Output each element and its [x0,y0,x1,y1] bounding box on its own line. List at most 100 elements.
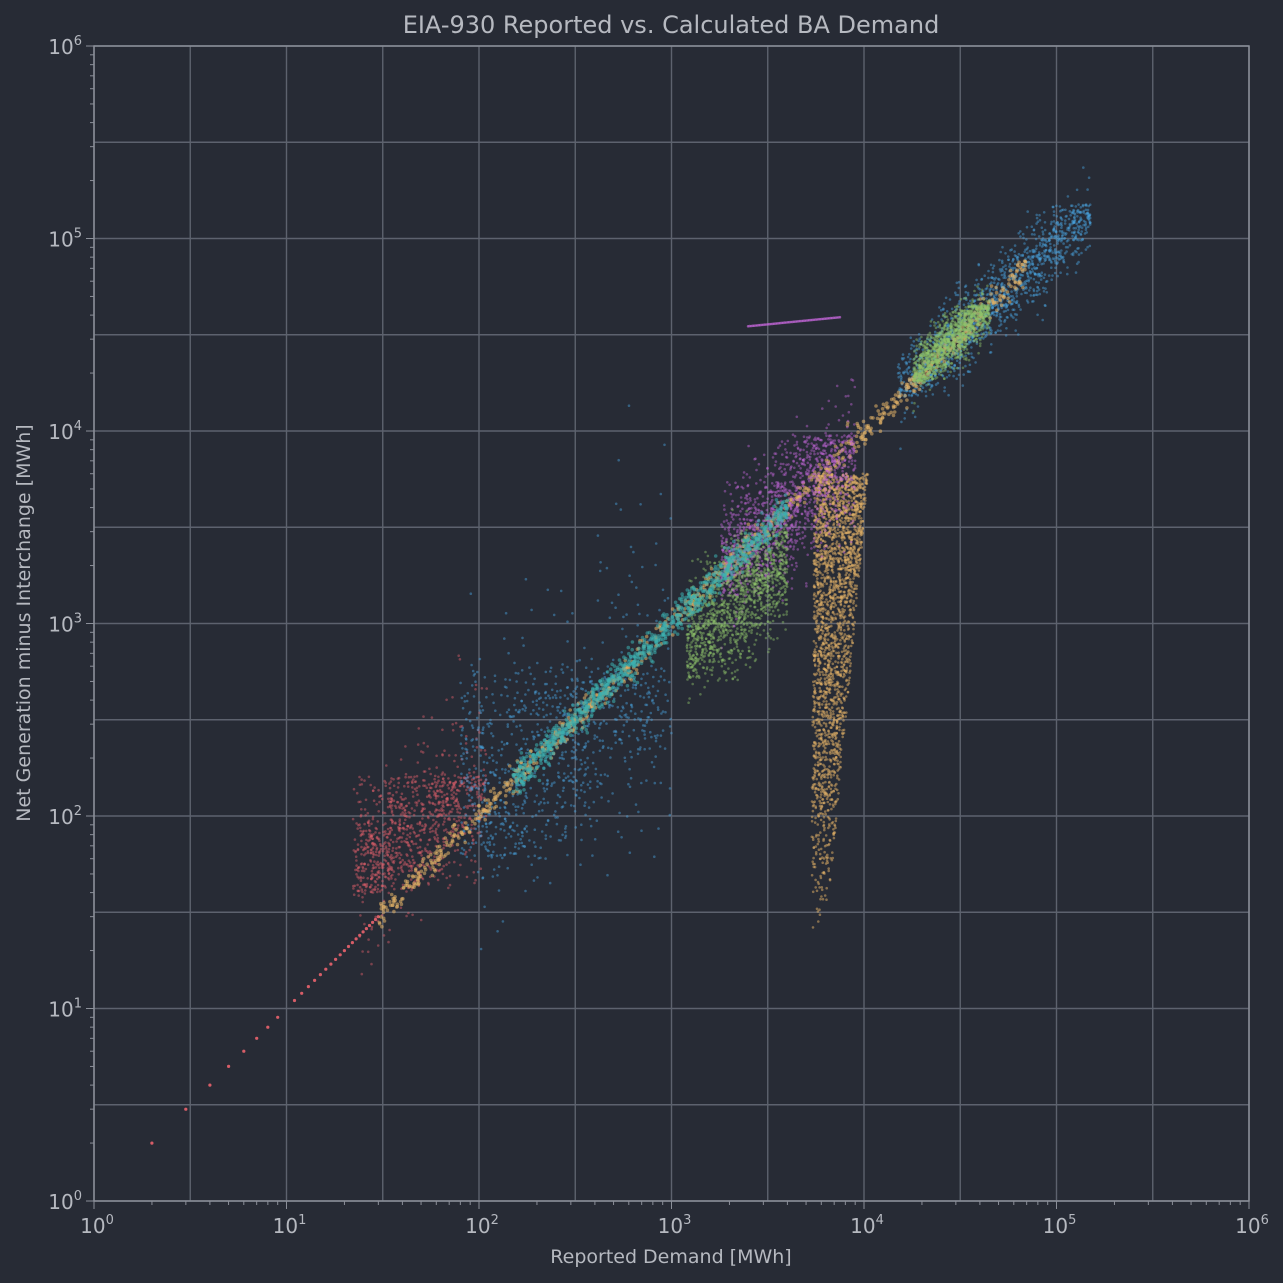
point-red-cluster [412,778,415,781]
point-red-cluster [390,868,394,872]
point-red-diagonal [376,915,380,919]
point-blue-cluster [566,853,569,857]
point-red-cluster [468,817,471,821]
point-blue-cluster [543,682,547,686]
point-red-cluster [416,864,420,867]
point-orange-vertical-band [838,751,842,754]
point-blue-cluster [1056,256,1060,260]
point-red-cluster [370,874,373,877]
point-orange-vertical-band [836,776,839,780]
point-blue-cluster [1037,251,1041,254]
point-red-cluster [410,840,413,843]
point-blue-cluster [1073,213,1077,216]
point-blue-cluster [591,761,595,765]
point-red-cluster [369,877,373,881]
point-blue-cluster [1052,220,1056,223]
point-orange-diagonal [502,785,506,789]
point-blue-cluster [580,838,583,842]
point-orange-vertical-band [830,706,834,709]
point-red-cluster [359,834,363,837]
point-red-cluster [444,800,448,804]
point-blue-cluster [463,700,467,703]
point-blue-cluster [1033,272,1037,276]
point-blue-cluster [620,716,623,719]
point-blue-cluster [517,710,521,714]
point-red-cluster [445,792,449,796]
point-blue-cluster [1008,265,1011,268]
point-blue-cluster [562,757,565,761]
point-red-cluster [354,868,357,872]
point-blue-cluster [1044,258,1048,262]
point-blue-cluster [910,401,914,405]
point-blue-cluster [1057,238,1061,242]
point-orange-diagonal [379,915,383,919]
point-blue-cluster [1032,250,1036,254]
point-orange-vertical-band [842,655,845,658]
point-red-cluster [475,737,478,740]
point-blue-cluster [1081,204,1085,208]
point-red-cluster [398,835,402,839]
point-red-cluster [404,804,408,808]
point-blue-cluster [494,832,498,836]
point-orange-diagonal [878,417,883,422]
point-blue-cluster [581,681,584,684]
point-blue-cluster [643,724,647,727]
point-blue-cluster [643,737,647,740]
point-red-cluster [391,793,395,797]
point-blue-cluster [642,696,646,699]
point-blue-cluster [467,799,471,802]
point-red-cluster [402,821,406,825]
point-red-cluster [450,793,454,797]
point-blue-cluster [509,715,512,719]
point-red-cluster [457,819,461,822]
point-blue-cluster [537,734,541,737]
point-blue-cluster [987,276,990,280]
point-blue-cluster [916,393,920,397]
point-red-cluster [396,800,399,804]
point-red-cluster [399,853,403,857]
point-orange-diagonal [855,440,859,445]
point-blue-cluster [466,785,469,788]
point-red-cluster [423,831,426,834]
point-blue-cluster [654,563,657,567]
point-blue-cluster [636,635,639,638]
point-blue-cluster [459,742,463,745]
point-red-cluster [381,884,385,888]
point-blue-cluster [645,703,649,707]
point-blue-cluster [973,293,976,297]
point-blue-cluster [484,778,488,781]
point-blue-cluster [570,756,574,760]
point-orange-diagonal [410,885,415,889]
point-red-cluster [455,792,458,796]
point-blue-cluster [489,771,492,774]
point-blue-cluster [639,694,642,698]
point-blue-cluster [579,789,583,792]
point-orange-diagonal [604,697,608,701]
point-red-cluster [373,888,377,892]
point-blue-cluster [612,730,616,733]
point-blue-cluster [503,805,507,809]
point-blue-cluster [485,825,489,829]
point-red-cluster [461,825,464,828]
point-blue-cluster [470,788,474,791]
point-blue-cluster [509,767,513,770]
point-red-cluster [414,842,418,846]
point-orange-vertical-band [815,645,818,648]
point-blue-cluster [561,805,565,808]
point-red-cluster [429,796,432,799]
point-red-cluster [392,799,396,802]
point-red-cluster [383,872,386,875]
point-red-cluster [356,866,360,870]
point-red-cluster [437,800,441,804]
point-blue-cluster [542,715,546,719]
point-red-cluster [359,862,363,866]
point-red-cluster [394,822,397,825]
point-red-cluster [389,800,393,804]
point-orange-diagonal [859,426,863,431]
point-blue-cluster [561,663,564,666]
point-blue-cluster [579,758,582,762]
point-blue-cluster [460,696,464,700]
point-blue-cluster [590,657,593,661]
point-blue-cluster [593,722,597,725]
point-blue-cluster [569,692,572,696]
